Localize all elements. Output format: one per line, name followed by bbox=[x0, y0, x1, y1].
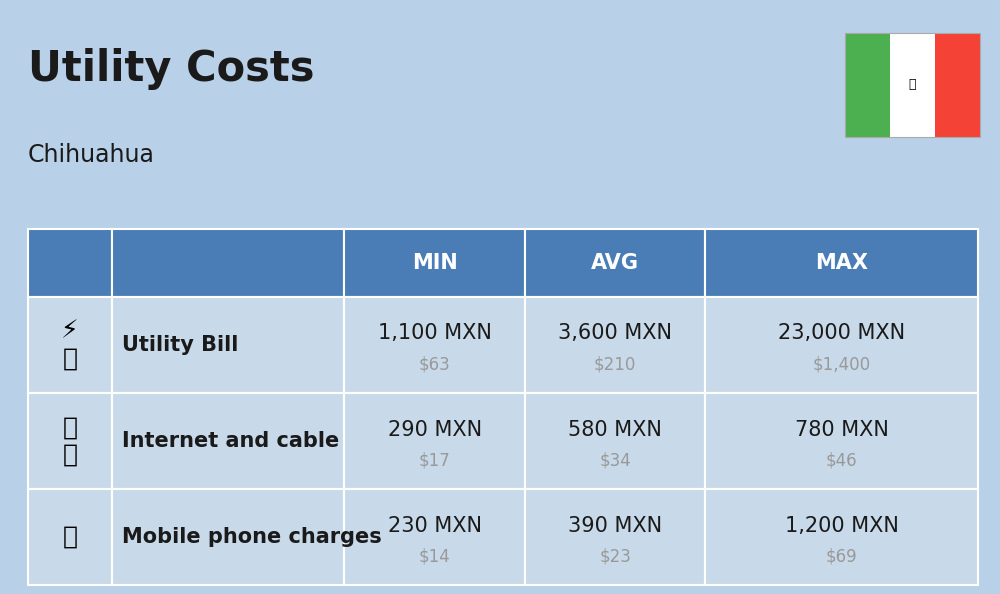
Text: $63: $63 bbox=[419, 355, 450, 373]
Bar bbox=[28, 393, 112, 489]
Text: 390 MXN: 390 MXN bbox=[568, 516, 662, 536]
Bar bbox=[112, 297, 344, 393]
Text: Utility Bill: Utility Bill bbox=[122, 335, 238, 355]
Bar bbox=[705, 229, 978, 297]
Text: Utility Costs: Utility Costs bbox=[28, 48, 314, 90]
Text: 23,000 MXN: 23,000 MXN bbox=[778, 324, 905, 343]
Bar bbox=[28, 229, 112, 297]
Text: $17: $17 bbox=[419, 451, 450, 469]
Text: Chihuahua: Chihuahua bbox=[28, 143, 155, 166]
Bar bbox=[28, 489, 112, 585]
Text: AVG: AVG bbox=[591, 253, 639, 273]
Text: 230 MXN: 230 MXN bbox=[388, 516, 482, 536]
Text: Mobile phone charges: Mobile phone charges bbox=[122, 527, 381, 547]
Bar bbox=[935, 33, 980, 137]
Text: 3,600 MXN: 3,600 MXN bbox=[558, 324, 672, 343]
Text: 1,100 MXN: 1,100 MXN bbox=[378, 324, 492, 343]
Bar bbox=[344, 297, 525, 393]
Text: 📱: 📱 bbox=[62, 525, 77, 549]
Bar bbox=[890, 33, 935, 137]
Text: 780 MXN: 780 MXN bbox=[795, 419, 889, 440]
Text: 580 MXN: 580 MXN bbox=[568, 419, 662, 440]
Bar bbox=[705, 489, 978, 585]
Text: 1,200 MXN: 1,200 MXN bbox=[785, 516, 899, 536]
Text: $46: $46 bbox=[826, 451, 857, 469]
Text: MAX: MAX bbox=[815, 253, 868, 273]
Bar bbox=[112, 393, 344, 489]
Bar bbox=[845, 33, 890, 137]
Text: $34: $34 bbox=[599, 451, 631, 469]
Text: 290 MXN: 290 MXN bbox=[388, 419, 482, 440]
Bar bbox=[344, 393, 525, 489]
Bar bbox=[344, 489, 525, 585]
Bar bbox=[525, 229, 705, 297]
Text: $14: $14 bbox=[419, 547, 450, 565]
Bar bbox=[525, 393, 705, 489]
Text: $210: $210 bbox=[594, 355, 636, 373]
Bar bbox=[705, 393, 978, 489]
Bar bbox=[525, 489, 705, 585]
Bar bbox=[112, 229, 344, 297]
Text: 📡
🖨: 📡 🖨 bbox=[62, 415, 77, 467]
Bar bbox=[525, 297, 705, 393]
Bar bbox=[28, 297, 112, 393]
Text: $1,400: $1,400 bbox=[813, 355, 871, 373]
Text: MIN: MIN bbox=[412, 253, 457, 273]
Bar bbox=[112, 489, 344, 585]
Bar bbox=[344, 229, 525, 297]
Bar bbox=[705, 297, 978, 393]
Text: $23: $23 bbox=[599, 547, 631, 565]
Text: ⚡
🔧: ⚡ 🔧 bbox=[61, 319, 79, 371]
Bar bbox=[845, 33, 980, 137]
Text: Internet and cable: Internet and cable bbox=[122, 431, 339, 451]
Text: 🦅: 🦅 bbox=[909, 78, 916, 91]
Text: $69: $69 bbox=[826, 547, 857, 565]
